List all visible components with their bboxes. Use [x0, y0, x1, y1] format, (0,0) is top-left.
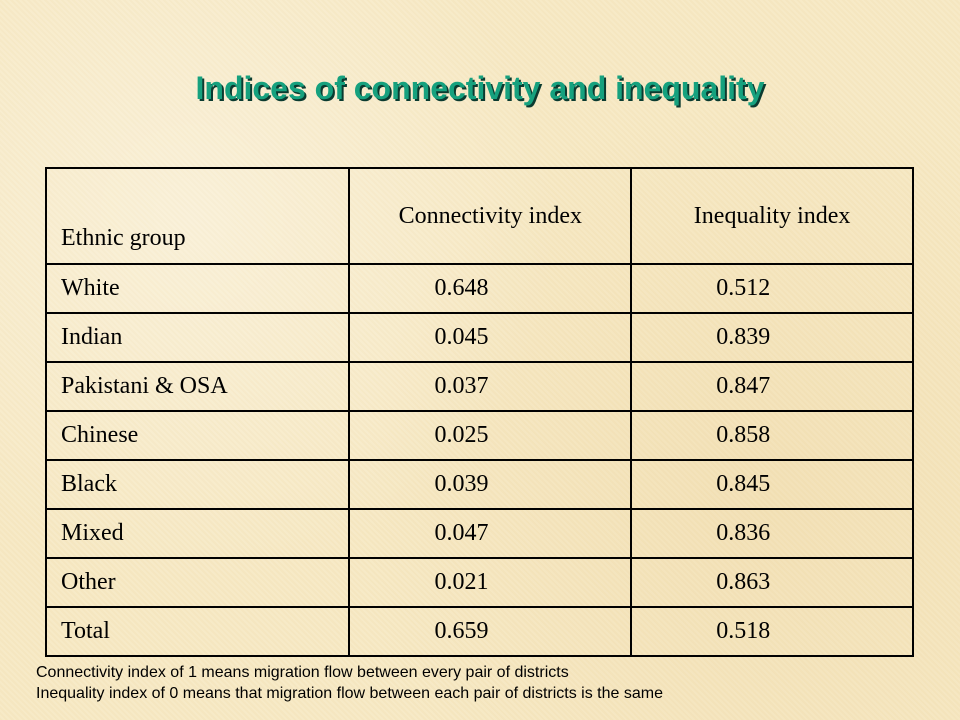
- cell-inequality: 0.845: [630, 459, 914, 510]
- table-row: Pakistani & OSA 0.037 0.847: [44, 361, 914, 412]
- cell-inequality: 0.858: [630, 410, 914, 461]
- cell-group: Indian: [44, 312, 351, 363]
- table-row: Chinese 0.025 0.858: [44, 410, 914, 461]
- slide-title: Indices of connectivity and inequality: [195, 70, 765, 106]
- header-ethnic-group: Ethnic group: [44, 167, 351, 265]
- cell-connectivity: 0.648: [348, 263, 633, 314]
- cell-inequality: 0.518: [630, 606, 914, 657]
- cell-group: Total: [44, 606, 351, 657]
- cell-group: Chinese: [44, 410, 351, 461]
- cell-inequality: 0.836: [630, 508, 914, 559]
- cell-group: Black: [44, 459, 351, 510]
- cell-group: Pakistani & OSA: [44, 361, 351, 412]
- footnote-connectivity: Connectivity index of 1 means migration …: [36, 664, 569, 681]
- cell-connectivity: 0.039: [348, 459, 633, 510]
- indices-table: Ethnic group Connectivity index Inequali…: [44, 167, 914, 657]
- footnotes: Connectivity index of 1 means migration …: [36, 662, 663, 704]
- cell-inequality: 0.863: [630, 557, 914, 608]
- cell-group: Other: [44, 557, 351, 608]
- table-row: Other 0.021 0.863: [44, 557, 914, 608]
- cell-connectivity: 0.045: [348, 312, 633, 363]
- footnote-inequality: Inequality index of 0 means that migrati…: [36, 685, 663, 702]
- table-row: Mixed 0.047 0.836: [44, 508, 914, 559]
- cell-connectivity: 0.047: [348, 508, 633, 559]
- cell-connectivity: 0.025: [348, 410, 633, 461]
- cell-inequality: 0.839: [630, 312, 914, 363]
- table-row: White 0.648 0.512: [44, 263, 914, 314]
- header-connectivity-index: Connectivity index: [348, 167, 633, 265]
- table-row: Total 0.659 0.518: [44, 606, 914, 657]
- cell-inequality: 0.512: [630, 263, 914, 314]
- cell-connectivity: 0.021: [348, 557, 633, 608]
- cell-group: Mixed: [44, 508, 351, 559]
- cell-connectivity: 0.659: [348, 606, 633, 657]
- header-inequality-index: Inequality index: [630, 167, 914, 265]
- cell-inequality: 0.847: [630, 361, 914, 412]
- cell-connectivity: 0.037: [348, 361, 633, 412]
- table-row: Indian 0.045 0.839: [44, 312, 914, 363]
- table-row: Black 0.039 0.845: [44, 459, 914, 510]
- table-header-row: Ethnic group Connectivity index Inequali…: [44, 167, 914, 265]
- cell-group: White: [44, 263, 351, 314]
